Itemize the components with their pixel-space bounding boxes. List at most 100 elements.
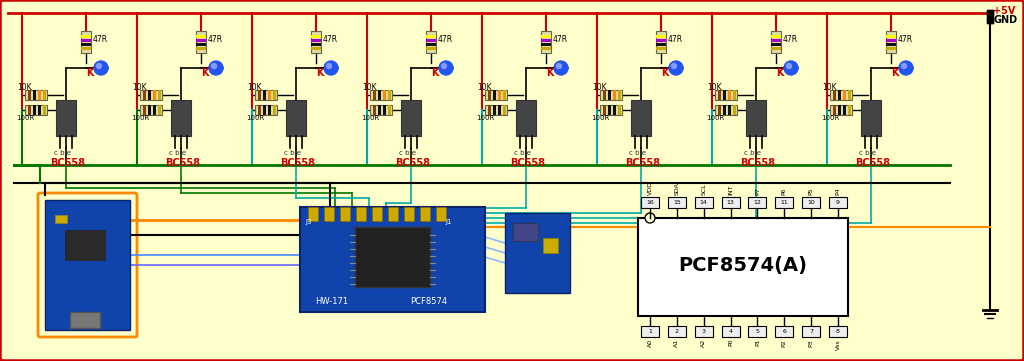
Bar — [608, 90, 611, 100]
Text: A2: A2 — [701, 339, 707, 347]
Bar — [715, 90, 737, 100]
Bar — [308, 207, 318, 221]
Bar — [143, 105, 146, 115]
Text: 16: 16 — [646, 200, 654, 205]
Bar — [273, 90, 276, 100]
Bar — [33, 90, 36, 100]
Bar — [830, 90, 852, 100]
Bar — [775, 197, 794, 208]
Text: 47R: 47R — [323, 35, 338, 44]
Bar — [608, 105, 611, 115]
Bar — [656, 35, 666, 38]
Bar — [694, 197, 713, 208]
Bar — [196, 39, 206, 42]
Bar — [370, 105, 392, 115]
Bar — [600, 90, 622, 100]
Text: 13: 13 — [727, 200, 734, 205]
Text: 9: 9 — [836, 200, 840, 205]
Circle shape — [212, 64, 216, 69]
Bar — [340, 207, 350, 221]
Bar — [656, 39, 666, 42]
Bar — [830, 105, 852, 115]
Bar — [436, 207, 446, 221]
Bar — [886, 39, 896, 42]
Text: PCF8574: PCF8574 — [410, 297, 447, 306]
Bar — [148, 90, 151, 100]
Bar — [140, 90, 162, 100]
Bar — [848, 90, 851, 100]
Text: 10K: 10K — [132, 83, 146, 91]
Text: BC558: BC558 — [740, 158, 775, 168]
Text: P0: P0 — [728, 339, 733, 347]
Bar — [383, 90, 386, 100]
Text: +5V: +5V — [993, 6, 1016, 16]
Circle shape — [899, 61, 913, 75]
Text: 4: 4 — [728, 329, 732, 334]
Bar — [311, 31, 321, 53]
Text: SDA: SDA — [675, 182, 679, 195]
Bar — [263, 105, 266, 115]
Text: 100R: 100R — [16, 115, 34, 121]
Bar — [404, 207, 414, 221]
Bar — [196, 47, 206, 50]
Text: HW-171: HW-171 — [315, 297, 348, 306]
Bar — [618, 90, 621, 100]
Circle shape — [441, 64, 446, 69]
Text: K: K — [201, 68, 209, 78]
Text: K: K — [776, 68, 783, 78]
Circle shape — [672, 64, 677, 69]
Text: 2: 2 — [675, 329, 679, 334]
Bar — [373, 90, 376, 100]
Text: 100R: 100R — [131, 115, 150, 121]
Bar — [258, 90, 261, 100]
Bar — [668, 326, 686, 337]
Text: c b e: c b e — [169, 150, 186, 156]
Bar — [541, 35, 551, 38]
Text: 12: 12 — [754, 200, 762, 205]
Text: INT: INT — [728, 184, 733, 195]
Text: 5: 5 — [756, 329, 760, 334]
Bar — [838, 105, 841, 115]
Circle shape — [554, 61, 568, 75]
Bar — [388, 90, 391, 100]
Bar — [829, 197, 847, 208]
Bar — [355, 227, 430, 287]
Bar — [493, 90, 496, 100]
Bar — [802, 197, 820, 208]
Text: 3: 3 — [701, 329, 706, 334]
Text: Vss: Vss — [836, 339, 841, 350]
Text: J3: J3 — [305, 219, 311, 225]
Bar — [370, 90, 392, 100]
Bar — [498, 105, 501, 115]
Bar — [541, 43, 551, 46]
Bar — [728, 90, 731, 100]
Text: c b e: c b e — [54, 150, 71, 156]
Bar — [153, 90, 156, 100]
Bar — [733, 90, 736, 100]
Bar — [749, 197, 766, 208]
Text: BC558: BC558 — [395, 158, 430, 168]
Text: 100R: 100R — [246, 115, 264, 121]
Circle shape — [645, 213, 655, 223]
Bar — [158, 90, 161, 100]
Bar — [668, 197, 686, 208]
Bar — [263, 90, 266, 100]
Bar — [715, 105, 737, 115]
Bar — [43, 90, 46, 100]
Bar — [733, 105, 736, 115]
Bar — [420, 207, 430, 221]
Text: c b e: c b e — [514, 150, 531, 156]
Text: BC558: BC558 — [855, 158, 890, 168]
Bar — [153, 105, 156, 115]
Bar — [861, 100, 881, 136]
Text: 15: 15 — [673, 200, 681, 205]
Text: c b e: c b e — [744, 150, 761, 156]
Bar — [771, 47, 781, 50]
Text: K: K — [316, 68, 324, 78]
Text: K: K — [662, 68, 669, 78]
Bar — [258, 105, 261, 115]
Text: 11: 11 — [780, 200, 788, 205]
Circle shape — [784, 61, 798, 75]
Text: c b e: c b e — [284, 150, 301, 156]
Bar — [613, 90, 616, 100]
